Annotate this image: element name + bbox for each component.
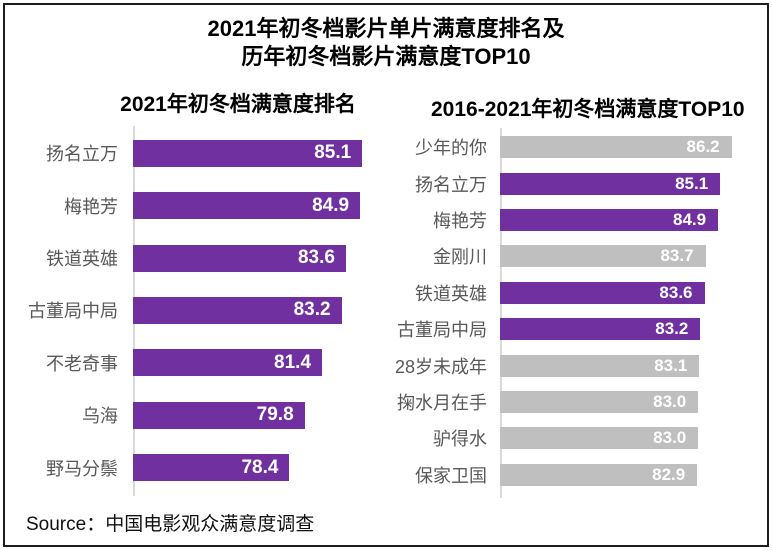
bar-track: 83.7 xyxy=(500,238,740,274)
left-chart-title: 2021年初冬档满意度排名 xyxy=(120,93,356,116)
bar-track: 81.4 xyxy=(133,337,372,389)
category-label: 少年的你 xyxy=(415,138,487,159)
value-label: 83.6 xyxy=(297,247,335,269)
category-label: 乌海 xyxy=(82,406,118,427)
bar: 82.9 xyxy=(500,463,698,486)
bar-row: 保家卫国 82.9 xyxy=(395,457,740,493)
bar-track: 84.9 xyxy=(500,202,740,238)
bar-track: 83.6 xyxy=(133,232,372,284)
value-label: 79.8 xyxy=(256,404,294,426)
category-label: 掬水月在手 xyxy=(397,393,487,414)
bar-track: 86.2 xyxy=(500,129,740,165)
category-label: 28岁未成年 xyxy=(395,356,488,377)
bar: 83.6 xyxy=(133,244,346,272)
category-label: 古董局中局 xyxy=(28,301,118,322)
bar-row: 乌海 79.8 xyxy=(20,389,372,441)
value-label: 85.1 xyxy=(675,173,709,193)
bar-track: 83.0 xyxy=(500,420,740,456)
bar: 84.9 xyxy=(500,209,719,232)
category-label: 不老奇事 xyxy=(46,353,118,374)
category-label: 梅艳芳 xyxy=(64,196,118,217)
category-label: 野马分鬃 xyxy=(46,458,118,479)
bar: 79.8 xyxy=(133,401,305,429)
value-label: 81.4 xyxy=(274,351,312,373)
right-chart-plot-area: 少年的你 86.2 扬名立万 85.1 梅艳芳 84.9 金刚川 83.7 铁道英雄 83.6 古董… xyxy=(395,128,740,498)
main-title-line-1: 2021年初冬档影片单片满意度排名及 xyxy=(207,16,565,41)
value-label: 83.6 xyxy=(659,282,693,302)
category-label: 驴得水 xyxy=(433,429,487,450)
bar-track: 85.1 xyxy=(133,127,372,179)
main-title-line-2: 历年初冬档影片满意度TOP10 xyxy=(241,44,531,69)
bar: 85.1 xyxy=(133,139,363,167)
value-label: 86.2 xyxy=(686,137,720,157)
bar-track: 83.2 xyxy=(500,311,740,347)
category-label: 金刚川 xyxy=(433,247,487,268)
category-label: 扬名立万 xyxy=(415,174,487,195)
bar: 83.0 xyxy=(500,391,699,414)
value-label: 84.9 xyxy=(312,194,350,216)
bar-track: 83.0 xyxy=(500,384,740,420)
bar-track: 84.9 xyxy=(133,179,372,231)
category-label: 古董局中局 xyxy=(397,320,487,341)
bar-row: 金刚川 83.7 xyxy=(395,238,740,274)
bar: 86.2 xyxy=(500,136,732,159)
source-note: Source：中国电影观众满意度调查 xyxy=(26,514,315,535)
value-label: 84.9 xyxy=(672,210,707,230)
bar-row: 古董局中局 83.2 xyxy=(20,284,372,336)
bar: 81.4 xyxy=(133,349,323,377)
bar-track: 78.4 xyxy=(133,442,372,494)
bar: 83.2 xyxy=(133,296,342,324)
bar: 78.4 xyxy=(133,454,290,482)
bar-row: 梅艳芳 84.9 xyxy=(20,179,372,231)
value-label: 82.9 xyxy=(652,464,686,484)
bar: 84.9 xyxy=(133,192,361,220)
bar-row: 梅艳芳 84.9 xyxy=(395,202,740,238)
main-title: 2021年初冬档影片单片满意度排名及 历年初冬档影片满意度TOP10 xyxy=(0,15,772,71)
bar-row: 扬名立万 85.1 xyxy=(20,127,372,179)
bar-row: 少年的你 86.2 xyxy=(395,129,740,165)
category-label: 梅艳芳 xyxy=(433,211,487,232)
value-label: 83.0 xyxy=(653,392,687,412)
bar-row: 驴得水 83.0 xyxy=(395,420,740,456)
bar-track: 85.1 xyxy=(500,165,740,201)
bar-row: 野马分鬃 78.4 xyxy=(20,442,372,494)
bar-track: 83.1 xyxy=(500,347,740,383)
bar-track: 83.6 xyxy=(500,275,740,311)
bar-track: 79.8 xyxy=(133,389,372,441)
bar-row: 28岁未成年 83.1 xyxy=(395,347,740,383)
bar-track: 82.9 xyxy=(500,457,740,493)
category-label: 保家卫国 xyxy=(415,465,487,486)
category-label: 铁道英雄 xyxy=(415,283,487,304)
value-label: 78.4 xyxy=(241,456,279,478)
left-chart-plot-area: 扬名立万 85.1 梅艳芳 84.9 铁道英雄 83.6 古董局中局 83.2 不老奇事 81.4… xyxy=(20,126,372,496)
value-label: 83.0 xyxy=(653,428,687,448)
bar-row: 古董局中局 83.2 xyxy=(395,311,740,347)
bar-row: 铁道英雄 83.6 xyxy=(395,275,740,311)
value-label: 83.2 xyxy=(655,319,689,339)
bar: 85.1 xyxy=(500,172,721,195)
value-label: 83.7 xyxy=(660,246,694,266)
bar-row: 扬名立万 85.1 xyxy=(395,165,740,201)
right-chart-title: 2016-2021年初冬档满意度TOP10 xyxy=(431,98,745,121)
bar-row: 铁道英雄 83.6 xyxy=(20,232,372,284)
bar-track: 83.2 xyxy=(133,284,372,336)
category-label: 扬名立万 xyxy=(46,144,118,165)
bar: 83.0 xyxy=(500,427,699,450)
bar-row: 不老奇事 81.4 xyxy=(20,337,372,389)
bar: 83.6 xyxy=(500,281,705,304)
bar: 83.1 xyxy=(500,354,700,377)
bar: 83.7 xyxy=(500,245,706,268)
value-label: 83.2 xyxy=(293,299,331,321)
bar: 83.2 xyxy=(500,318,701,341)
value-label: 83.1 xyxy=(654,355,688,375)
category-label: 铁道英雄 xyxy=(46,249,118,270)
bar-row: 掬水月在手 83.0 xyxy=(395,384,740,420)
value-label: 85.1 xyxy=(314,142,352,164)
